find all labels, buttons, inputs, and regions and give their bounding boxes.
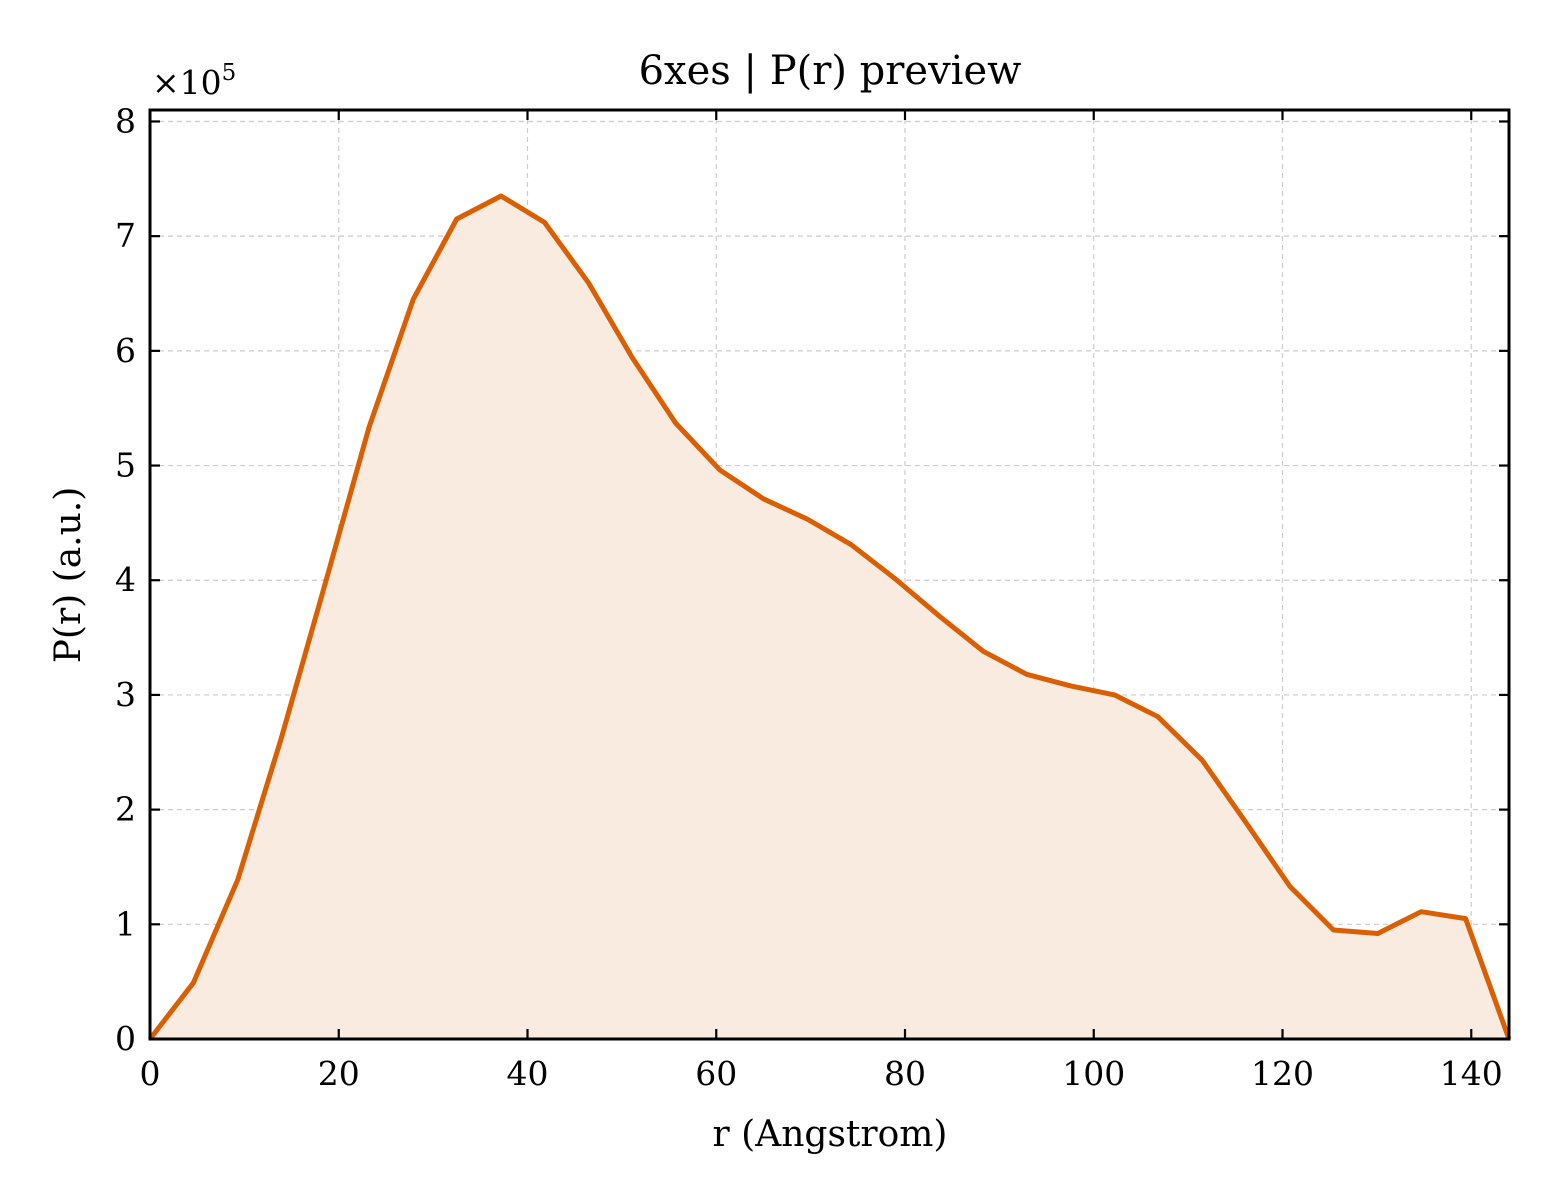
y-multiplier-base: ×10 [152, 63, 222, 102]
tick-layer: 0 20 40 60 80 100 120 140 0 1 2 3 4 5 6 7 8 [115, 101, 1509, 1093]
y-tick-label: 2 [115, 790, 136, 829]
x-tick-label: 120 [1251, 1054, 1314, 1093]
y-tick-label: 5 [115, 446, 136, 485]
x-tick-label: 40 [507, 1054, 549, 1093]
y-tick-label: 1 [115, 904, 136, 943]
x-tick-label: 20 [318, 1054, 360, 1093]
y-tick-label: 4 [115, 560, 136, 599]
x-tick-label: 140 [1440, 1054, 1503, 1093]
y-axis-label: P(r) (a.u.) [48, 487, 89, 664]
chart-title: 6xes | P(r) preview [639, 48, 1022, 94]
p-r-area-fill [150, 196, 1509, 1039]
y-tick-label: 3 [115, 675, 136, 714]
x-axis-label: r (Angstrom) [713, 1114, 948, 1155]
y-tick-label: 8 [115, 101, 136, 140]
y-tick-label: 0 [115, 1019, 136, 1058]
y-multiplier-exponent: 5 [222, 60, 237, 86]
x-tick-label: 60 [695, 1054, 737, 1093]
x-tick-label: 0 [140, 1054, 161, 1093]
y-tick-label: 7 [115, 216, 136, 255]
p-r-line [148, 193, 1512, 1041]
x-tick-label: 80 [884, 1054, 926, 1093]
y-multiplier: ×105 [152, 60, 236, 102]
y-tick-label: 6 [115, 331, 136, 370]
x-tick-label: 100 [1062, 1054, 1125, 1093]
plot-frame [148, 108, 1511, 1041]
